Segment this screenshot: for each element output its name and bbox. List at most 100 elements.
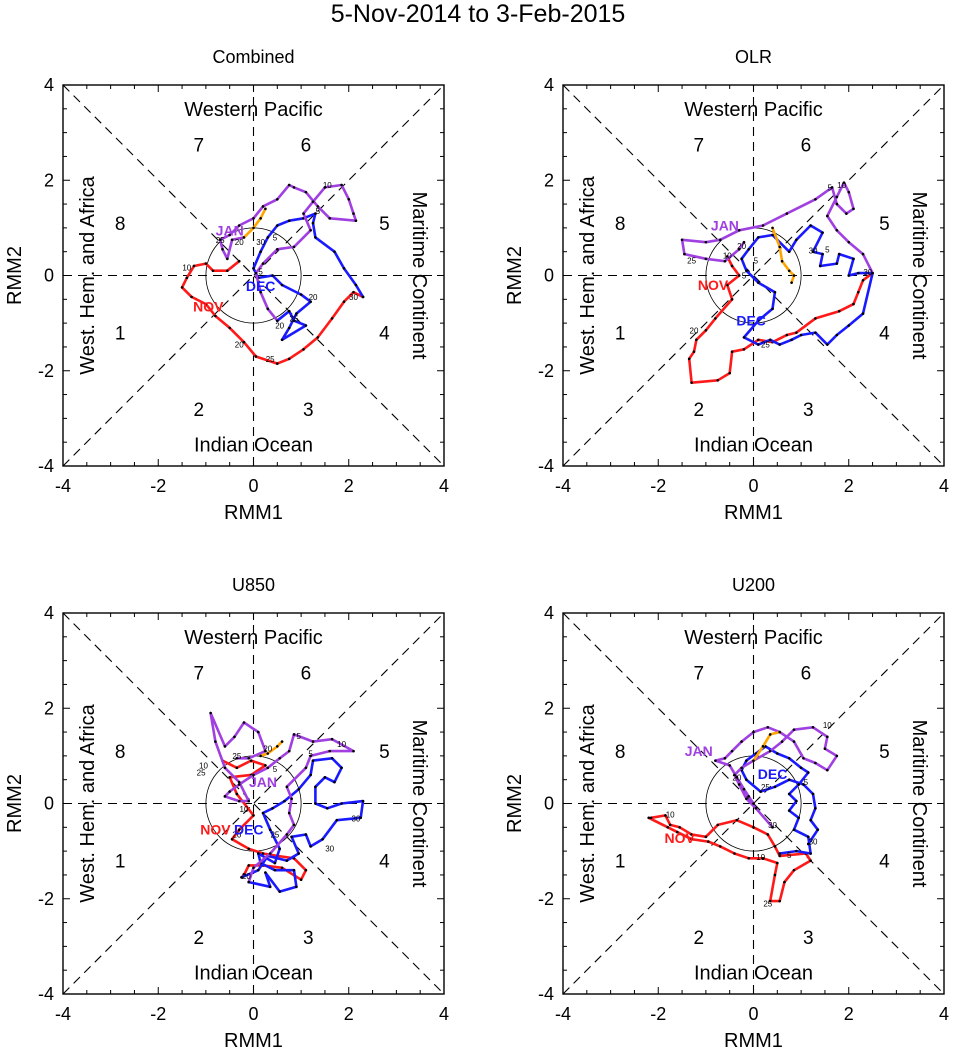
data-point	[730, 264, 734, 268]
region-label-right: Maritime Continent	[908, 192, 930, 360]
data-point	[287, 357, 291, 361]
day-label: 30	[863, 268, 872, 277]
region-label-top: Western Pacific	[684, 627, 823, 649]
data-point	[292, 245, 296, 249]
data-point	[264, 764, 267, 767]
data-point	[223, 745, 227, 748]
data-point	[323, 776, 327, 779]
data-point	[252, 814, 255, 817]
x-tick-label: 4	[939, 476, 949, 496]
data-point	[285, 785, 289, 789]
series-line-jan	[714, 725, 839, 829]
data-point	[664, 814, 667, 817]
month-label-dec: DEC	[234, 822, 264, 838]
data-point	[209, 711, 212, 715]
data-point	[814, 317, 817, 320]
data-point	[778, 854, 781, 858]
phase-number-5: 5	[379, 742, 390, 763]
x-tick-label: -4	[555, 476, 571, 496]
data-point	[204, 262, 208, 265]
data-point	[745, 797, 748, 801]
data-point	[649, 816, 653, 820]
data-point	[754, 806, 758, 810]
data-point	[340, 183, 343, 187]
data-point	[302, 212, 305, 215]
data-point	[280, 338, 284, 342]
data-point	[704, 328, 708, 332]
y-tick-label: -4	[38, 984, 54, 1004]
y-tick-label: -4	[538, 456, 554, 476]
data-point	[285, 859, 289, 862]
data-point	[252, 217, 255, 220]
day-label: 30	[349, 293, 358, 302]
day-label: 20	[232, 830, 241, 839]
data-point	[180, 286, 184, 289]
data-point	[771, 233, 774, 237]
data-point	[837, 252, 841, 256]
data-point	[735, 776, 739, 779]
data-point	[221, 248, 224, 251]
region-label-right: Maritime Continent	[408, 192, 430, 360]
y-tick-label: 4	[44, 75, 54, 95]
x-tick-label: -4	[55, 476, 71, 496]
data-point	[242, 721, 246, 724]
y-tick-label: 2	[544, 170, 554, 190]
day-label: 5	[273, 233, 278, 242]
day-label: 10	[199, 761, 208, 770]
data-point	[237, 783, 241, 786]
y-tick-label: -4	[538, 984, 554, 1004]
panel-title: Combined	[212, 47, 294, 67]
data-point	[795, 238, 798, 242]
data-point	[287, 811, 291, 815]
data-point	[359, 816, 362, 820]
phase-number-3: 3	[803, 928, 814, 949]
data-point	[714, 317, 717, 320]
y-tick-label: 0	[44, 794, 54, 814]
data-point	[668, 823, 672, 827]
data-point	[830, 186, 834, 189]
data-point	[264, 207, 267, 211]
data-point	[792, 740, 796, 743]
data-point	[335, 818, 339, 822]
data-point	[316, 205, 320, 208]
data-point	[204, 302, 208, 306]
data-point	[797, 816, 801, 820]
data-point	[842, 181, 846, 184]
series-line-jan	[218, 183, 358, 323]
data-point	[787, 778, 791, 781]
x-tick-label: -2	[150, 476, 166, 496]
data-point	[845, 212, 848, 215]
data-point	[676, 830, 679, 834]
data-point	[811, 726, 815, 729]
data-point	[716, 378, 720, 382]
day-label: 5	[827, 183, 832, 192]
data-point	[771, 307, 774, 311]
data-point	[333, 250, 336, 253]
data-point	[776, 752, 779, 755]
data-point	[742, 240, 746, 244]
data-point	[768, 899, 772, 903]
data-point	[230, 238, 234, 242]
phase-number-7: 7	[693, 664, 704, 685]
data-point	[835, 262, 839, 265]
data-point	[852, 302, 855, 306]
day-label: 30	[809, 838, 818, 847]
data-point	[309, 845, 312, 848]
region-label-bottom: Indian Ocean	[694, 963, 813, 985]
data-point	[226, 269, 229, 273]
phase-number-6: 6	[801, 664, 812, 685]
data-point	[814, 806, 817, 810]
phase-number-2: 2	[693, 400, 704, 421]
data-point	[835, 195, 839, 199]
data-point	[806, 835, 810, 839]
phase-number-3: 3	[303, 400, 314, 421]
data-point	[354, 283, 358, 287]
data-point	[790, 281, 793, 284]
data-point	[795, 331, 798, 334]
day-label: 10	[182, 263, 191, 272]
x-axis-label: RMM1	[724, 1030, 783, 1052]
data-point	[737, 228, 741, 232]
data-point	[809, 224, 812, 227]
x-tick-label: 0	[748, 1004, 758, 1024]
data-point	[773, 845, 777, 848]
